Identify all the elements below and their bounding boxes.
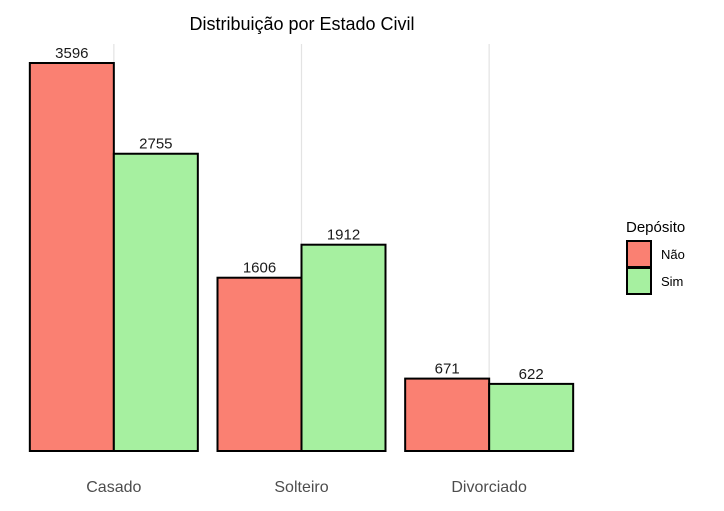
- x-axis-tick-labels: Casado Solteiro Divorciado: [86, 479, 527, 496]
- data-label-solteiro-sim: 1912: [327, 227, 360, 244]
- legend-label-sim: Sim: [661, 274, 683, 289]
- legend-swatch-sim: [626, 267, 652, 295]
- bar-divorciado-sim: [488, 382, 575, 453]
- bar-casado-nao: [28, 62, 115, 452]
- bar-casado-sim: [112, 152, 199, 452]
- data-label-solteiro-nao: 1606: [243, 260, 276, 277]
- bar-solteiro-sim: [300, 243, 387, 452]
- legend: Depósito Não Sim: [626, 219, 685, 295]
- data-labels-layer: 3596 2755 1606 1912 671 622: [55, 45, 544, 383]
- data-label-divorciado-nao: 671: [435, 361, 460, 378]
- legend-label-nao: Não: [661, 247, 685, 262]
- bars-layer: [28, 62, 575, 453]
- bar-solteiro-nao: [216, 276, 303, 452]
- x-tick-label-casado: Casado: [86, 479, 141, 496]
- data-label-casado-nao: 3596: [55, 45, 88, 62]
- bar-divorciado-nao: [404, 377, 491, 453]
- legend-swatch-nao: [626, 240, 652, 268]
- chart-title: Distribuição por Estado Civil: [189, 14, 414, 34]
- legend-items: Não Sim: [626, 240, 685, 295]
- x-tick-label-solteiro: Solteiro: [274, 479, 328, 496]
- x-tick-label-divorciado: Divorciado: [451, 479, 527, 496]
- data-label-casado-sim: 2755: [139, 136, 172, 153]
- legend-title: Depósito: [626, 219, 685, 236]
- data-label-divorciado-sim: 622: [519, 366, 544, 383]
